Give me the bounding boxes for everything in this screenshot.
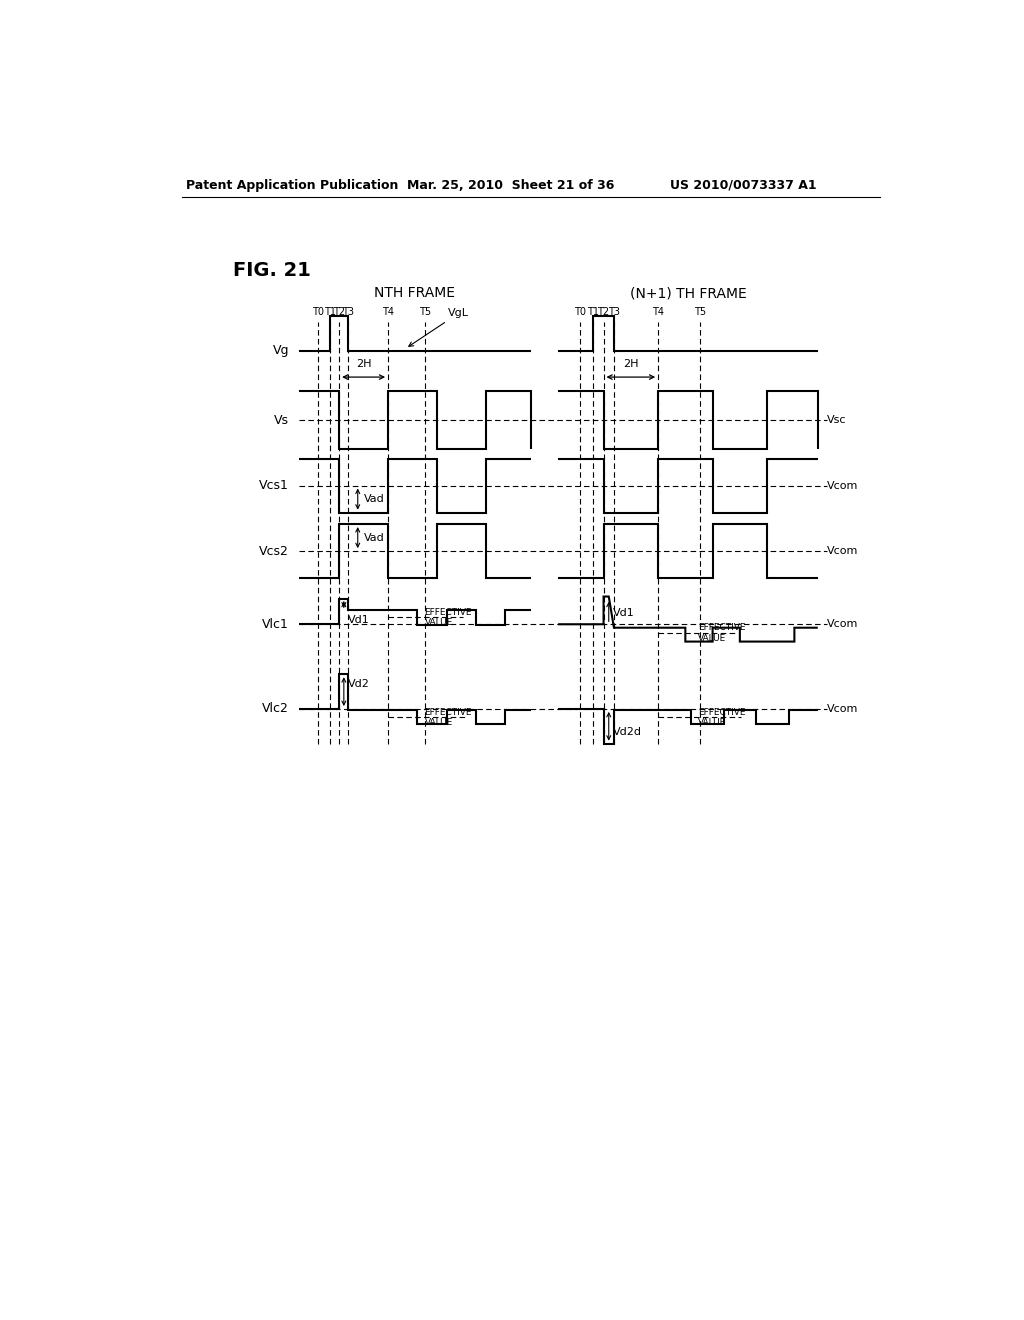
Text: Vad: Vad — [364, 494, 385, 504]
Text: Vg: Vg — [272, 345, 289, 358]
Text: Vd1: Vd1 — [612, 607, 635, 618]
Text: Vcom: Vcom — [827, 704, 858, 714]
Text: T4: T4 — [652, 308, 665, 317]
Text: Vcs1: Vcs1 — [259, 479, 289, 492]
Text: Vlc2: Vlc2 — [262, 702, 289, 715]
Text: Vd1: Vd1 — [348, 615, 370, 624]
Text: Vcom: Vcom — [827, 546, 858, 556]
Text: T3: T3 — [608, 308, 620, 317]
Text: T5: T5 — [693, 308, 706, 317]
Text: (N+1) TH FRAME: (N+1) TH FRAME — [630, 286, 746, 300]
Text: T2: T2 — [333, 308, 345, 317]
Text: VgL: VgL — [409, 309, 469, 346]
Text: T4: T4 — [382, 308, 394, 317]
Text: T5: T5 — [419, 308, 431, 317]
Text: Patent Application Publication: Patent Application Publication — [186, 178, 398, 191]
Text: 2H: 2H — [356, 359, 372, 370]
Text: Vad: Vad — [364, 533, 385, 543]
Text: Mar. 25, 2010  Sheet 21 of 36: Mar. 25, 2010 Sheet 21 of 36 — [407, 178, 614, 191]
Text: EFFECTIVE
VALUE: EFFECTIVE VALUE — [424, 708, 472, 727]
Text: Vcs2: Vcs2 — [259, 545, 289, 557]
Text: Vlc1: Vlc1 — [262, 618, 289, 631]
Text: EFFECTIVE
VALUE: EFFECTIVE VALUE — [698, 708, 745, 727]
Text: Vs: Vs — [274, 413, 289, 426]
Text: Vd2: Vd2 — [348, 678, 370, 689]
Text: Vd2d: Vd2d — [612, 727, 642, 737]
Text: EFFECTIVE
VALUE: EFFECTIVE VALUE — [698, 623, 745, 643]
Text: Vcom: Vcom — [827, 619, 858, 630]
Text: T1: T1 — [587, 308, 599, 317]
Text: US 2010/0073337 A1: US 2010/0073337 A1 — [671, 178, 817, 191]
Text: EFFECTIVE
VALUE: EFFECTIVE VALUE — [424, 607, 472, 627]
Text: Vsc: Vsc — [827, 416, 847, 425]
Text: FIG. 21: FIG. 21 — [232, 260, 310, 280]
Text: T2: T2 — [597, 308, 609, 317]
Text: 2H: 2H — [623, 359, 639, 370]
Text: T3: T3 — [342, 308, 354, 317]
Text: Vcom: Vcom — [827, 480, 858, 491]
Text: T0: T0 — [312, 308, 325, 317]
Text: T0: T0 — [574, 308, 586, 317]
Text: T1: T1 — [324, 308, 336, 317]
Text: NTH FRAME: NTH FRAME — [374, 286, 456, 300]
